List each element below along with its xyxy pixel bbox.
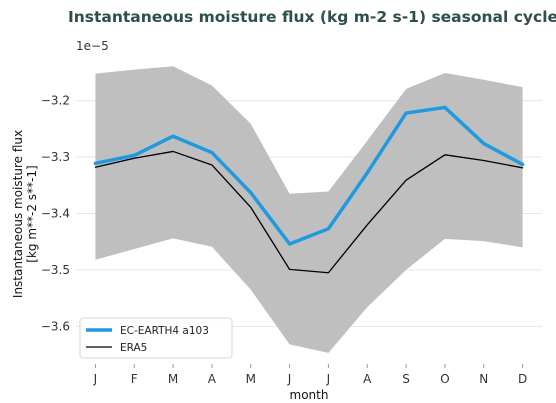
legend: EC-EARTH4 a103 ERA5	[79, 317, 233, 359]
x-axis-label: month	[290, 388, 329, 402]
y-tick-labels: −3.2 −3.3 −3.4 −3.5 −3.6	[41, 94, 70, 334]
y-tick-label: −3.2	[41, 94, 70, 108]
y-tick-label: −3.4	[41, 207, 70, 221]
x-tick-label: J	[93, 372, 98, 386]
spread-band	[95, 66, 523, 353]
x-tick-label: O	[440, 372, 449, 386]
series-line-0	[93, 105, 525, 246]
y-axis-label-line-2: [kg m**-2 s**-1]	[25, 165, 39, 262]
x-tick-label: S	[402, 372, 410, 386]
series-line-1	[94, 150, 524, 274]
x-tick-label: F	[131, 372, 138, 386]
chart-title: Instantaneous moisture flux (kg m-2 s-1)…	[68, 8, 556, 26]
x-tick-label: M	[168, 372, 178, 386]
x-tick-label: A	[363, 372, 372, 386]
y-axis-label: Instantaneous moisture flux [kg m**-2 s*…	[11, 130, 39, 298]
y-tick-label: −3.6	[41, 319, 70, 333]
x-tick-label: N	[479, 372, 488, 386]
y-axis-label-line-1: Instantaneous moisture flux	[11, 130, 25, 298]
x-tick-label: J	[287, 372, 292, 386]
legend-label-era5: ERA5	[120, 342, 147, 354]
y-offset-text: 1e−5	[76, 39, 109, 53]
y-tick-label: −3.5	[41, 263, 70, 277]
x-tick-label: A	[208, 372, 217, 386]
x-tick-label: J	[326, 372, 331, 386]
legend-label-ec-earth4: EC-EARTH4 a103	[120, 325, 209, 337]
series-lines	[93, 105, 525, 274]
legend-box	[79, 317, 233, 359]
x-tick-label: M	[246, 372, 256, 386]
x-tick-label: D	[518, 372, 527, 386]
y-tick-label: −3.3	[41, 150, 70, 164]
